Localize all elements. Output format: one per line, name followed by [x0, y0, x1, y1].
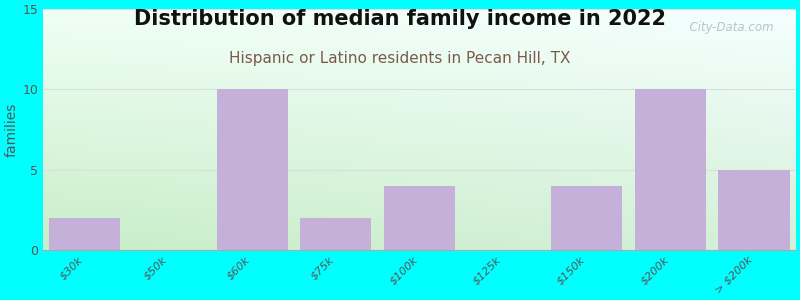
Bar [384, 186, 455, 250]
Bar [300, 218, 371, 250]
Text: Hispanic or Latino residents in Pecan Hill, TX: Hispanic or Latino residents in Pecan Hi… [230, 51, 570, 66]
Y-axis label: families: families [4, 102, 18, 157]
Text: City-Data.com: City-Data.com [682, 21, 774, 34]
Bar [217, 89, 288, 250]
Text: Distribution of median family income in 2022: Distribution of median family income in … [134, 9, 666, 29]
Bar [718, 170, 790, 250]
Bar [50, 218, 121, 250]
Bar [551, 186, 622, 250]
Bar [635, 89, 706, 250]
